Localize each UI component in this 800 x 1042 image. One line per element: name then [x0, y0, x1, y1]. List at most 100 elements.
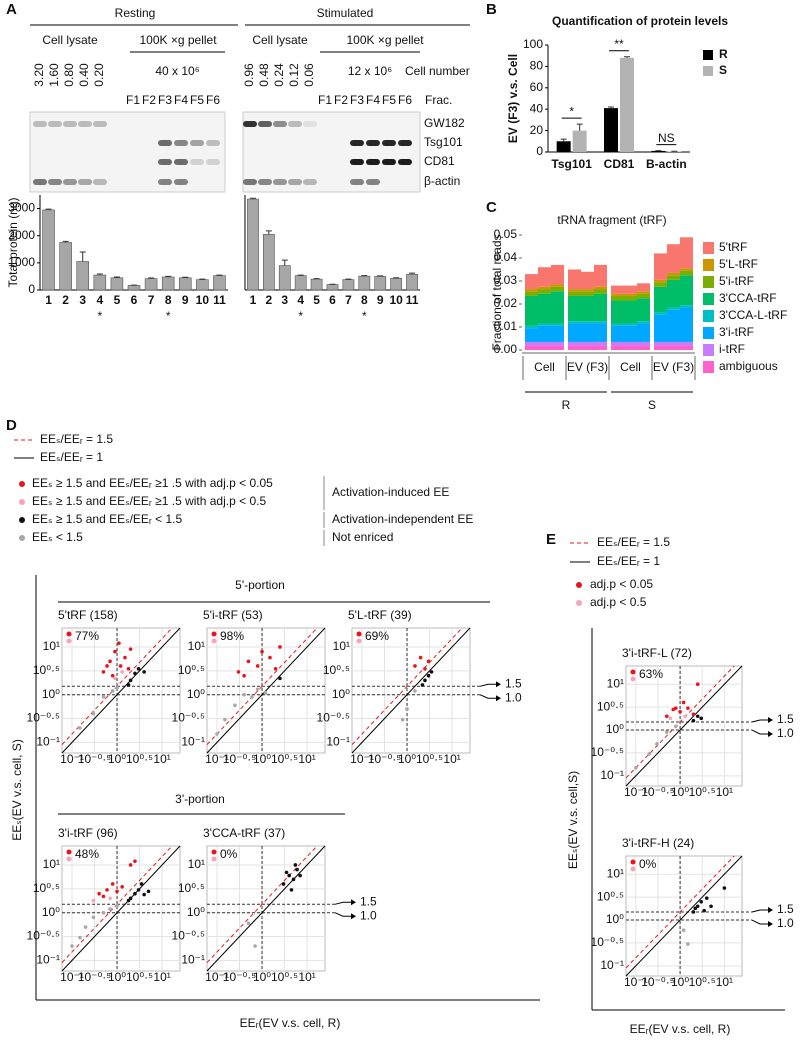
x-tick-label: 10¹ [443, 752, 460, 766]
bar-segment [624, 345, 637, 350]
y-tick-label: 10⁰·⁵ [597, 889, 624, 903]
x-tick-label: 11 [406, 293, 419, 307]
cell-amount: 0.48 [257, 63, 271, 87]
bar-segment [581, 291, 594, 296]
bar-segment [525, 345, 538, 350]
blot-band [382, 159, 396, 165]
legend-label: R [719, 47, 728, 61]
bar [196, 279, 209, 291]
bar-segment [624, 341, 637, 346]
x-tick-label: 4 [297, 293, 304, 307]
y-tick-label: 3000 [8, 201, 35, 215]
error-bar [576, 123, 583, 131]
point [634, 765, 638, 770]
y-tick-label: 10¹ [333, 639, 350, 653]
blot [29, 111, 226, 193]
y-tick-label: 10⁻¹ [326, 735, 350, 749]
point [78, 726, 82, 730]
arrow [479, 694, 496, 699]
legend-label: EEₛ ≥ 1.5 and EEₛ/EEᵣ < 1.5 [32, 512, 182, 526]
bar-segment [637, 293, 650, 299]
bar-segment [568, 295, 581, 322]
point [142, 670, 146, 674]
fraction-label: F3 [350, 93, 364, 107]
bar-segment [611, 323, 624, 326]
y-tick-label: 0.02 [494, 296, 518, 310]
point [110, 689, 115, 693]
threshold-label: 1.5 [505, 676, 522, 690]
bar-segment [581, 323, 594, 342]
point [702, 908, 706, 913]
point [683, 714, 687, 719]
y-tick-label: 10⁰ [187, 905, 205, 919]
point [681, 928, 686, 932]
cell-number-label: Cell number [405, 64, 470, 78]
blot-band [78, 179, 92, 185]
blot-band [350, 140, 364, 146]
legend-label: i-tRF [719, 342, 745, 356]
y-axis-label: Total protein (ng) [6, 197, 20, 287]
bar-segment [611, 345, 624, 350]
point [83, 925, 88, 929]
bar-segment [568, 345, 581, 350]
y-tick-label: 10¹ [188, 857, 205, 871]
ratio-line [625, 665, 743, 787]
point [287, 873, 291, 878]
y-tick-label: 60 [530, 80, 544, 94]
cell-amount: 3.20 [32, 63, 46, 87]
bar-segment [667, 307, 680, 310]
point [298, 873, 302, 878]
error-bar [45, 208, 52, 210]
x-tick-label: 10⁻¹ [624, 785, 648, 799]
error-bar [345, 278, 352, 280]
ratio-line [61, 627, 181, 754]
error-bar [409, 272, 416, 275]
fraction-label: F1 [318, 93, 332, 107]
bar-segment [538, 345, 551, 350]
bar-segment [525, 289, 538, 292]
ratio-line [351, 627, 471, 754]
class-label: Activation-independent EE [332, 512, 473, 526]
y-axis-label: EV (F3) v.s. Cell [506, 54, 520, 143]
x-tick-label: 2 [62, 293, 69, 307]
ratio-line [61, 845, 181, 972]
point [126, 683, 131, 687]
x-tick-label: 10⁻⁰·⁵ [641, 785, 674, 799]
significance-star: * [97, 309, 102, 323]
percent-marker [66, 849, 72, 855]
bar [144, 278, 158, 291]
x-tick-label: 5 [114, 293, 121, 307]
point [255, 664, 260, 668]
y-tick-label: 0.03 [494, 273, 518, 287]
bar-segment [581, 341, 594, 346]
bar [556, 141, 571, 152]
x-tick-label: 10⁻⁰·⁵ [78, 752, 111, 766]
legend-label: 5'L-tRF [719, 257, 758, 271]
point [273, 666, 278, 671]
point [255, 687, 260, 692]
x-tick-label: 8 [361, 293, 368, 307]
bar-segment [525, 328, 538, 342]
threshold-label: 1.0 [777, 916, 794, 930]
x-tick-label: 10¹ [298, 970, 315, 984]
blot-band [303, 179, 317, 185]
point [413, 689, 417, 693]
point [699, 900, 704, 904]
x-tick-label: 10⁰ [108, 752, 126, 766]
point [139, 882, 144, 886]
y-tick-label: 2000 [8, 228, 35, 242]
bar-segment [568, 323, 581, 342]
bar-segment [654, 314, 667, 342]
bar-segment [667, 345, 680, 350]
bar-segment [594, 323, 607, 342]
blot-band [398, 159, 412, 165]
y-tick-label: 10⁰ [332, 687, 350, 701]
blot-label: Tsg101 [424, 135, 463, 149]
bar-segment [654, 286, 667, 313]
bar-segment [525, 291, 538, 296]
fraction-label: F4 [366, 93, 380, 107]
cell-amount: 0.12 [287, 63, 301, 87]
error-bar [249, 197, 256, 200]
arrow [751, 919, 768, 925]
point [233, 703, 237, 708]
